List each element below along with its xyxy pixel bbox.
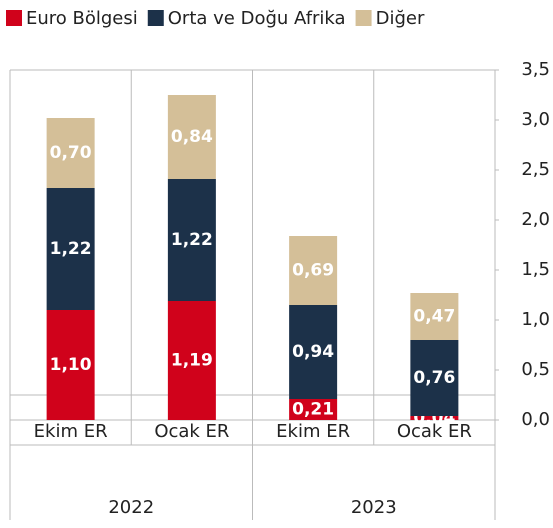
- bar-segment: [289, 305, 338, 399]
- bar-segment: [289, 399, 338, 420]
- bar-segment: [167, 179, 216, 301]
- bar-segment: [46, 118, 95, 188]
- y-tick-label: 2,0: [521, 209, 550, 230]
- y-tick-label: 2,5: [521, 159, 550, 180]
- data-label: 0,70: [50, 143, 92, 163]
- bar-segment: [410, 416, 459, 420]
- bar-segment: [167, 301, 216, 420]
- x-tick-label: Ekim ER: [34, 421, 108, 442]
- data-label: 0,76: [413, 368, 455, 388]
- group-label: 2022: [108, 497, 154, 518]
- data-label: 1,22: [171, 230, 213, 250]
- bar-segment: [410, 340, 459, 416]
- legend-swatch: [6, 10, 22, 26]
- y-tick-label: 1,0: [521, 309, 550, 330]
- legend-swatch: [355, 10, 372, 26]
- y-tick-label: 3,0: [521, 109, 550, 130]
- bar-segment: [46, 188, 95, 310]
- x-tick-label: Ocak ER: [397, 421, 472, 442]
- bar-segment: [410, 293, 459, 340]
- group-label: 2023: [351, 497, 397, 518]
- legend-label: Diğer: [376, 8, 425, 29]
- data-label: 0,94: [292, 342, 334, 362]
- data-label: 1,22: [50, 239, 92, 259]
- legend-label: Orta ve Doğu Afrika: [168, 8, 346, 29]
- x-tick-label: Ekim ER: [276, 421, 350, 442]
- x-tick-label: Ocak ER: [154, 421, 229, 442]
- data-label: 0,69: [292, 261, 334, 281]
- bar-segment: [167, 95, 216, 179]
- data-label: 0,47: [413, 307, 455, 327]
- y-tick-label: 0,0: [521, 409, 550, 430]
- bar-segment: [289, 236, 338, 305]
- data-label: 0,21: [292, 400, 334, 420]
- bar-segment: [46, 310, 95, 420]
- y-tick-label: 3,5: [521, 59, 550, 80]
- legend-swatch: [147, 10, 164, 26]
- data-label: 1,19: [171, 351, 213, 371]
- legend-label: Euro Bölgesi: [26, 8, 138, 29]
- data-label: 1,10: [50, 355, 92, 375]
- y-tick-label: 0,5: [521, 359, 550, 380]
- y-tick-label: 1,5: [521, 259, 550, 280]
- data-label: 0,84: [171, 127, 213, 147]
